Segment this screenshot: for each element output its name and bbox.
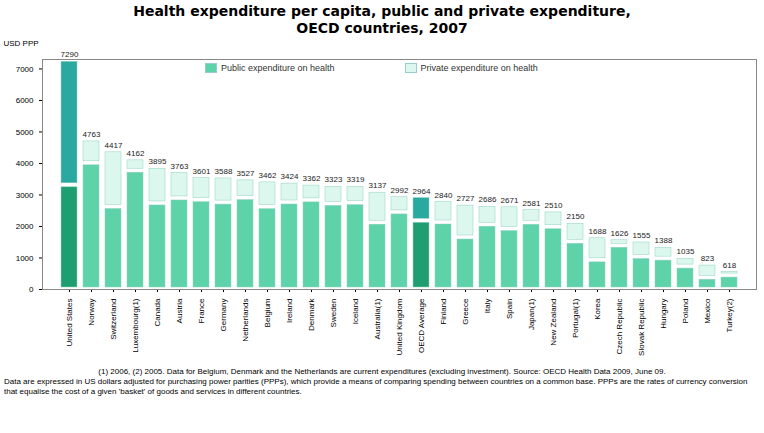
svg-text:Canada: Canada	[153, 298, 162, 327]
svg-text:Portugal(1): Portugal(1)	[571, 298, 580, 338]
svg-text:4000: 4000	[16, 159, 34, 168]
svg-text:Norway: Norway	[87, 299, 96, 326]
svg-text:2150: 2150	[567, 212, 585, 221]
svg-text:7290: 7290	[61, 50, 79, 59]
svg-text:2992: 2992	[391, 186, 409, 195]
svg-text:Spain: Spain	[505, 299, 514, 319]
svg-text:3462: 3462	[259, 171, 277, 180]
svg-text:1000: 1000	[16, 254, 34, 263]
svg-text:Denmark: Denmark	[307, 298, 316, 331]
svg-text:Switzerland: Switzerland	[109, 299, 118, 340]
svg-text:2964: 2964	[413, 187, 431, 196]
html-text:Health expenditure per capita,: Health expenditure per capita, public an…	[133, 3, 631, 19]
svg-text:2727: 2727	[457, 194, 475, 203]
html-text:Private expenditure on health: Private expenditure on health	[420, 63, 538, 73]
svg-text:7000: 7000	[16, 65, 34, 74]
svg-text:Greece: Greece	[461, 298, 470, 325]
svg-text:2840: 2840	[435, 191, 453, 200]
svg-text:France: France	[197, 298, 206, 323]
svg-text:3424: 3424	[281, 172, 299, 181]
svg-text:3763: 3763	[171, 161, 189, 170]
svg-text:4162: 4162	[127, 149, 145, 158]
svg-text:Hungary: Hungary	[659, 299, 668, 329]
svg-text:5000: 5000	[16, 128, 34, 137]
svg-text:2510: 2510	[545, 201, 563, 210]
html-text:Data are expressed in US dolla: Data are expressed in US dollars adjuste…	[4, 377, 748, 396]
svg-text:New Zealand: New Zealand	[549, 299, 558, 346]
svg-text:2671: 2671	[501, 196, 519, 205]
html-text:Public expenditure on health: Public expenditure on health	[221, 63, 335, 73]
svg-text:4763: 4763	[83, 130, 101, 139]
svg-text:Belgium: Belgium	[263, 298, 272, 327]
svg-text:OECD Average: OECD Average	[417, 298, 426, 353]
svg-text:6000: 6000	[16, 96, 34, 105]
svg-text:3000: 3000	[16, 191, 34, 200]
svg-text:Japan(1): Japan(1)	[527, 298, 536, 330]
svg-text:1688: 1688	[589, 227, 607, 236]
svg-text:3588: 3588	[215, 167, 233, 176]
svg-text:Austria: Austria	[175, 298, 184, 323]
svg-text:1555: 1555	[633, 231, 651, 240]
svg-text:Turkey(2): Turkey(2)	[725, 298, 734, 332]
svg-text:Netherlands: Netherlands	[241, 299, 250, 342]
svg-text:Italy: Italy	[483, 299, 492, 314]
svg-text:United States: United States	[65, 299, 74, 347]
svg-text:3895: 3895	[149, 157, 167, 166]
svg-text:USD PPP: USD PPP	[4, 39, 39, 48]
svg-text:1626: 1626	[611, 229, 629, 238]
svg-text:Czech Republic: Czech Republic	[615, 299, 624, 355]
svg-text:3601: 3601	[193, 167, 211, 176]
svg-text:2686: 2686	[479, 195, 497, 204]
svg-text:Korea: Korea	[593, 298, 602, 320]
svg-text:Iceland: Iceland	[351, 299, 360, 325]
svg-text:Luxembourg(1): Luxembourg(1)	[131, 298, 140, 353]
svg-text:2581: 2581	[523, 199, 541, 208]
svg-text:Slovak Republic: Slovak Republic	[637, 299, 646, 356]
svg-text:Australia(1): Australia(1)	[373, 298, 382, 339]
svg-text:1035: 1035	[677, 247, 695, 256]
svg-text:1388: 1388	[655, 236, 673, 245]
svg-text:Sweden: Sweden	[329, 299, 338, 328]
svg-text:2000: 2000	[16, 222, 34, 231]
svg-text:United Kingdom: United Kingdom	[395, 298, 404, 355]
svg-text:Germany: Germany	[219, 299, 228, 332]
svg-text:3319: 3319	[347, 175, 365, 184]
svg-text:0: 0	[29, 285, 34, 294]
svg-text:Ireland: Ireland	[285, 299, 294, 323]
svg-text:3362: 3362	[303, 174, 321, 183]
svg-text:3527: 3527	[237, 169, 255, 178]
svg-text:823: 823	[701, 254, 715, 263]
svg-text:4417: 4417	[105, 141, 123, 150]
svg-text:Poland: Poland	[681, 299, 690, 324]
svg-text:3137: 3137	[369, 181, 387, 190]
svg-text:Finland: Finland	[439, 299, 448, 325]
svg-text:3323: 3323	[325, 175, 343, 184]
svg-text:618: 618	[723, 261, 737, 270]
html-text:(1) 2006, (2) 2005. Data for B: (1) 2006, (2) 2005. Data for Belgium, De…	[98, 367, 666, 376]
svg-text:Mexico: Mexico	[703, 298, 712, 324]
html-text:OECD countries, 2007: OECD countries, 2007	[296, 20, 468, 36]
